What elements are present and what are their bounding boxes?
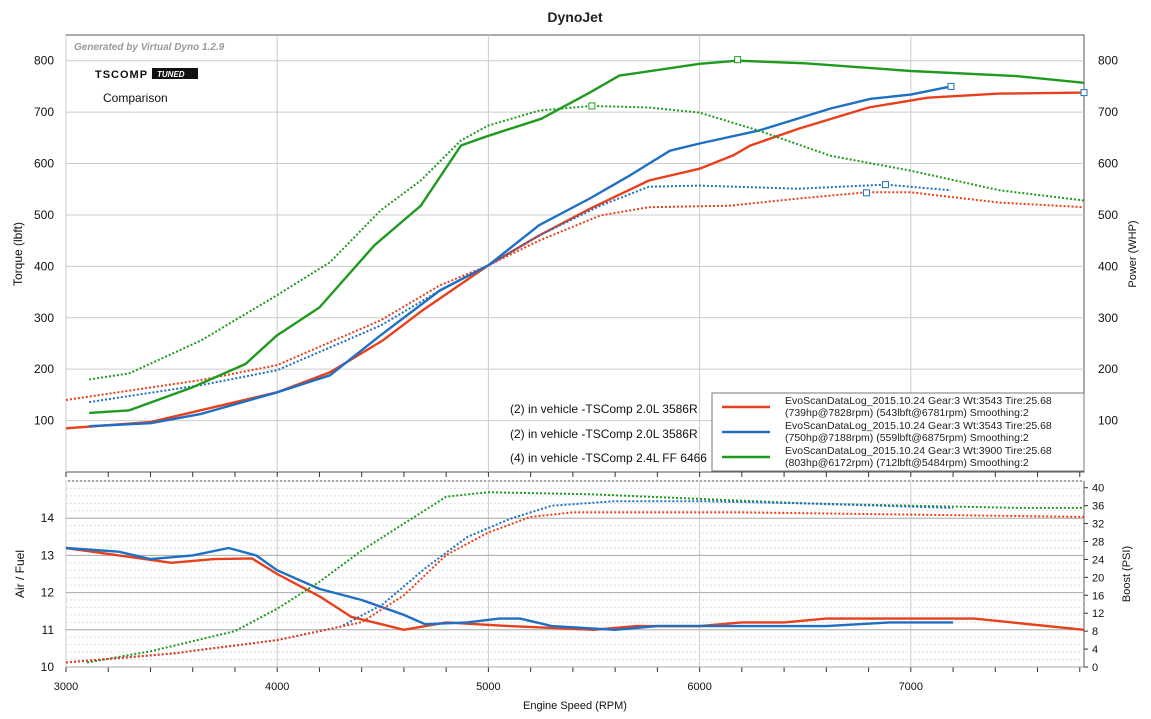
x-tick-label: 3000 [54,681,78,693]
boost-tick-label: 24 [1092,554,1104,566]
blue-power-line [89,85,952,428]
afr-tick-label: 12 [41,586,55,600]
boost-tick-label: 8 [1092,626,1098,638]
x-axis-label: Engine Speed (RPM) [523,700,627,712]
bottom-plot-area [65,480,1085,668]
comparison-label: Comparison [103,91,168,105]
boost-tick-label: 32 [1092,519,1104,531]
x-tick-label: 4000 [265,681,289,693]
afr-tick-label: 13 [41,548,55,562]
y2-tick-label: 500 [1098,208,1118,222]
y2-tick-label: 300 [1098,311,1118,325]
chart-title: DynoJet [547,9,603,25]
boost-tick-label: 28 [1092,537,1104,549]
x-tick-label: 7000 [899,681,923,693]
y-tick-label: 200 [34,362,54,376]
legend-label: EvoScanDataLog_2015.10.24 Gear:3 Wt:3900… [785,445,1052,457]
green-torque-line [89,104,1085,381]
blue-torque-line [89,183,951,404]
peak-marker [947,82,955,90]
peak-marker [881,181,889,189]
y2-tick-label: 800 [1098,54,1118,68]
y-tick-label: 600 [34,157,54,171]
y2-tick-label: 100 [1098,414,1118,428]
red-boost-line [65,511,1085,664]
afr-tick-label: 10 [41,660,55,674]
run-label: (2) in vehicle -TSComp 2.0L 3586R [510,402,698,416]
boost-axis-label: Boost (PSI) [1121,546,1133,602]
x-tick-label: 6000 [687,681,711,693]
boost-tick-label: 40 [1092,483,1104,495]
y2-tick-label: 400 [1098,259,1118,273]
y2-tick-label: 600 [1098,157,1118,171]
boost-tick-label: 16 [1092,590,1104,602]
afr-tick-label: 14 [41,511,55,525]
boost-tick-label: 0 [1092,662,1098,674]
y-tick-label: 100 [34,414,54,428]
boost-tick-label: 20 [1092,572,1104,584]
y2-axis-label: Power (WHP) [1127,220,1139,287]
legend: EvoScanDataLog_2015.10.24 Gear:3 Wt:3543… [711,392,1085,472]
red-power-line [65,91,1085,430]
boost-tick-label: 36 [1092,501,1104,513]
x-tick-label: 5000 [476,681,500,693]
blue-afr-line [65,546,954,631]
y-tick-label: 500 [34,208,54,222]
green-boost-line [86,491,1084,664]
peak-marker [588,102,596,110]
boost-tick-label: 4 [1092,644,1098,656]
peak-marker [734,56,742,64]
y-axis-label: Torque (lbft) [11,222,25,286]
y2-tick-label: 200 [1098,362,1118,376]
peak-marker [862,189,870,197]
y-tick-label: 300 [34,311,54,325]
run-label: (2) in vehicle -TSComp 2.0L 3586R [510,427,698,441]
svg-text:TSCOMP: TSCOMP [95,69,148,81]
y-tick-label: 700 [34,105,54,119]
svg-text:TUNED: TUNED [157,70,185,79]
legend-label: (739hp@7828rpm) (543lbft@6781rpm) Smooth… [785,407,1029,419]
peak-marker [1080,89,1088,97]
y2-tick-label: 700 [1098,105,1118,119]
afr-tick-label: 11 [42,623,55,637]
tscomp-logo: TSCOMP TUNED [95,68,198,81]
legend-label: (750hp@7188rpm) (559lbft@6875rpm) Smooth… [785,432,1029,444]
legend-label: EvoScanDataLog_2015.10.24 Gear:3 Wt:3543… [785,395,1052,407]
watermark: Generated by Virtual Dyno 1.2.9 [74,42,225,53]
green-power-line [89,59,1085,415]
boost-tick-label: 12 [1092,608,1104,620]
legend-label: EvoScanDataLog_2015.10.24 Gear:3 Wt:3543… [785,420,1052,432]
legend-label: (803hp@6172rpm) (712lbft@5484rpm) Smooth… [785,457,1029,469]
y-tick-label: 800 [34,54,54,68]
y-tick-label: 400 [34,259,54,273]
afr-axis-label: Air / Fuel [13,550,27,598]
run-label: (4) in vehicle -TSComp 2.4L FF 6466 [510,451,707,465]
